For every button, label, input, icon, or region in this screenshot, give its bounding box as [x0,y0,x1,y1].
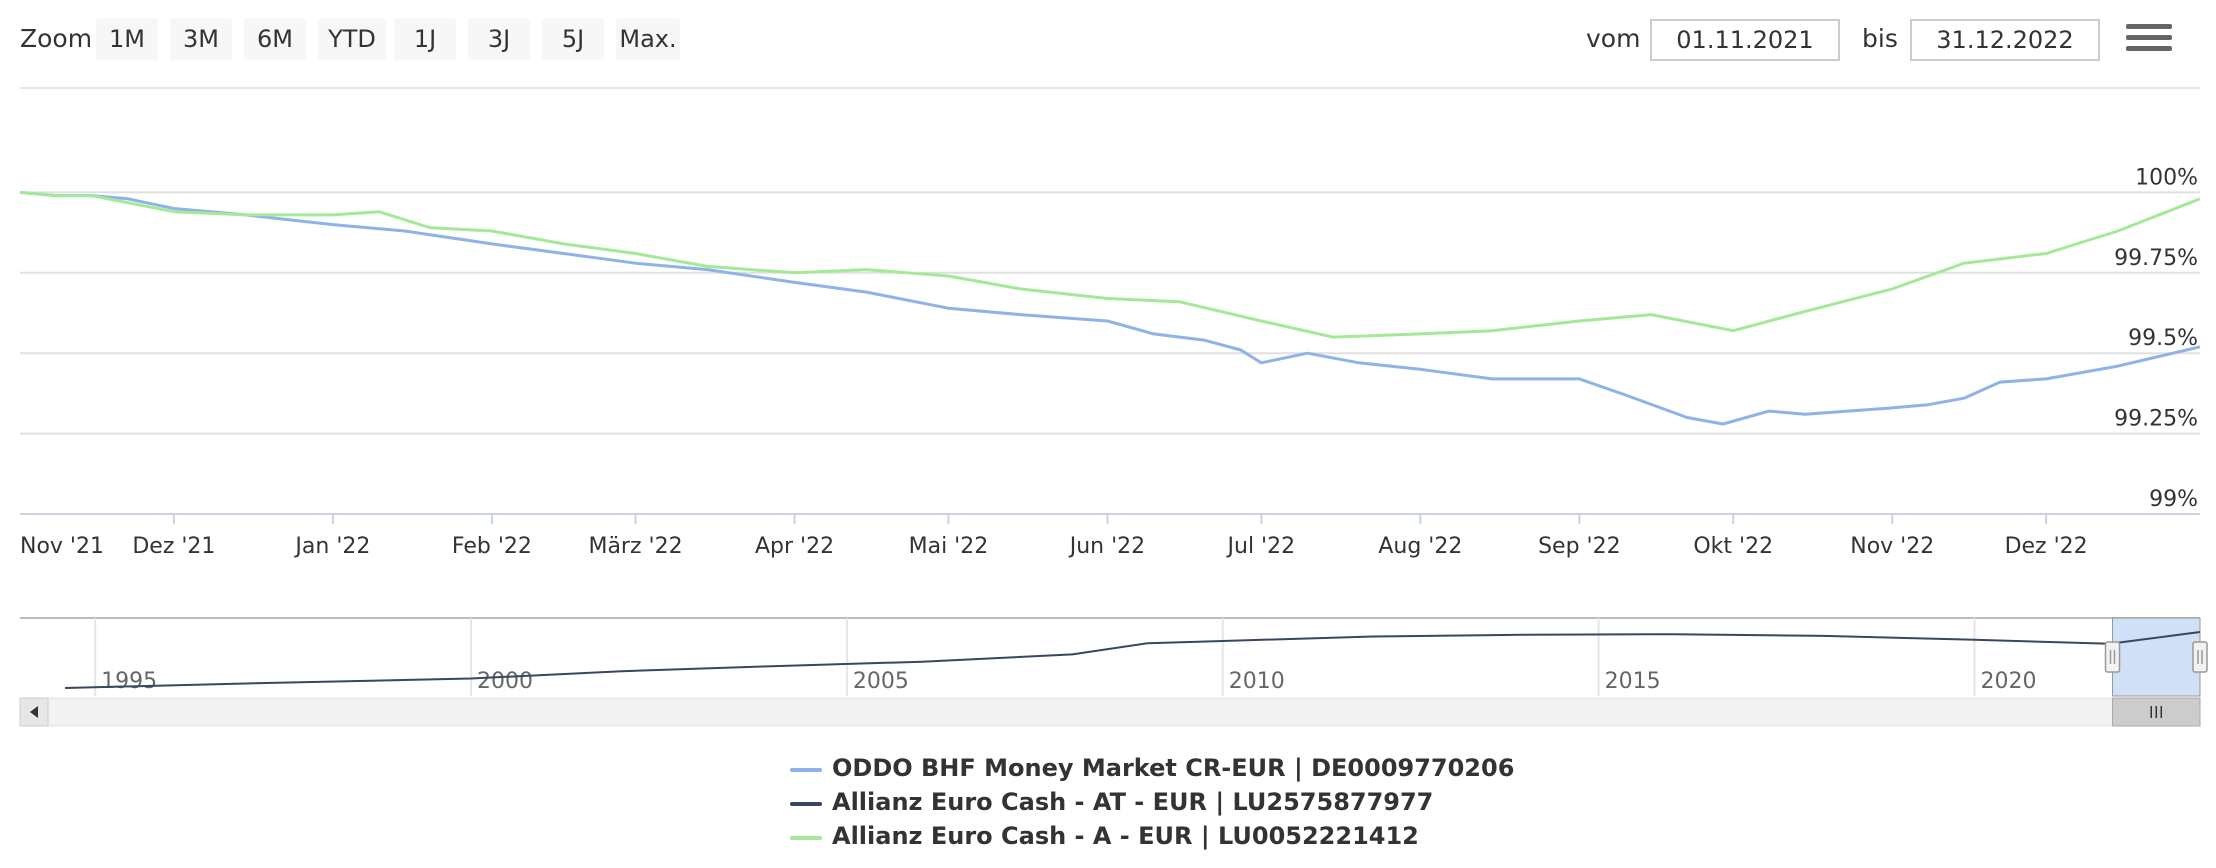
menu-bar [2126,35,2172,40]
legend-item[interactable]: Allianz Euro Cash - AT - EUR | LU2575877… [790,786,1590,820]
navigator-selection [2112,617,2201,697]
x-tick-label: Jun '22 [1068,534,1145,559]
x-tick-label: Feb '22 [452,534,532,559]
x-tick-label: Nov '21 [20,534,104,559]
navigator-left-handle [2104,641,2121,673]
zoom-label: Zoom [20,24,93,53]
y-tick-label: 99% [2149,487,2198,512]
series-lines [19,190,2201,426]
zoom-1j-button[interactable]: 1J [394,18,456,60]
x-tick-label: Jan '22 [293,534,370,559]
zoom-3j-button[interactable]: 3J [468,18,530,60]
x-tick-label: März '22 [588,534,682,559]
legend-swatch [790,768,822,772]
x-tick-label: Aug '22 [1378,534,1462,559]
y-tick-label: 99.5% [2128,326,2198,351]
legend-swatch [790,836,822,840]
allianz-a-series-line [19,190,2201,339]
zoom-ytd-button[interactable]: YTD [318,18,386,60]
navigator-series-line [65,631,2201,689]
x-tick-label: Okt '22 [1693,534,1773,559]
from-date-input[interactable] [1650,19,1840,61]
legend-label: ODDO BHF Money Market CR-EUR | DE0009770… [832,754,1515,782]
grid-lines [20,191,2200,515]
navigator-year-label: 2005 [853,669,909,694]
legend-swatch [790,802,822,806]
y-axis: 100% 99.75% 99.5% 99.25% 99% [2114,165,2198,512]
legend-item[interactable]: Allianz Euro Cash - A - EUR | LU00522214… [790,820,1590,854]
navigator-right-handle [2192,641,2208,673]
legend-label: Allianz Euro Cash - A - EUR | LU00522214… [832,822,1419,850]
oddo-series-line [19,190,2201,426]
legend: ODDO BHF Money Market CR-EUR | DE0009770… [790,752,1590,854]
zoom-6m-button[interactable]: 6M [244,18,306,60]
to-label: bis [1862,24,1898,53]
chart-toolbar: Zoom 1M 3M 6M YTD 1J 3J 5J Max. vom bis [0,0,2216,80]
menu-bar [2126,24,2172,29]
navigator-year-label: 1995 [101,669,157,694]
y-tick-label: 100% [2135,165,2198,190]
x-axis: Nov '21 Dez '21 Jan '22 Feb '22 März '22 Apr … [20,514,2088,559]
navigator-year-label: 2020 [1980,669,2036,694]
x-tick-label: Apr '22 [755,534,834,559]
zoom-max-button[interactable]: Max. [616,18,680,60]
navigator-year-label: 2010 [1229,669,1285,694]
zoom-1m-button[interactable]: 1M [96,18,158,60]
navigator-year-label: 2015 [1605,669,1661,694]
arrow-left-icon [30,706,38,718]
scrollbar-track [19,697,2201,727]
zoom-5j-button[interactable]: 5J [542,18,604,60]
menu-bar [2126,46,2172,51]
from-label: vom [1586,24,1641,53]
x-tick-label: Dez '22 [2005,534,2088,559]
x-tick-label: Sep '22 [1538,534,1621,559]
context-menu-hamburger-icon[interactable] [2126,24,2172,58]
y-tick-label: 99.25% [2114,407,2198,432]
x-tick-label: Dez '21 [132,534,215,559]
legend-item[interactable]: ODDO BHF Money Market CR-EUR | DE0009770… [790,752,1590,786]
legend-label: Allianz Euro Cash - AT - EUR | LU2575877… [832,788,1434,816]
x-tick-label: Nov '22 [1850,534,1934,559]
x-tick-label: Mai '22 [909,534,989,559]
navigator[interactable]: 1995 2000 2005 2010 2015 2020 [20,617,2208,697]
x-tick-label: Jul '22 [1226,534,1296,559]
navigator-year-label: 2000 [477,669,533,694]
to-date-input[interactable] [1910,19,2100,61]
y-tick-label: 99.75% [2114,246,2198,271]
scrollbar[interactable] [19,697,2201,727]
zoom-3m-button[interactable]: 3M [170,18,232,60]
